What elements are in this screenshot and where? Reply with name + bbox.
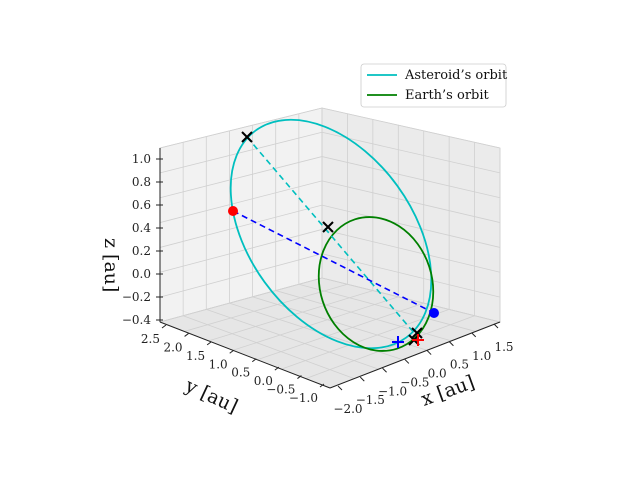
legend-label-asteroid: Asteroid’s orbit [404,68,508,83]
y-tick [274,366,280,371]
dot-marker [429,308,439,318]
x-tick-label: 1.5 [494,340,513,354]
blue-dashed-line [232,210,435,314]
z-grid-left [159,229,323,273]
y-tick-label: −1.0 [289,391,318,405]
x-tick [449,341,454,347]
x-tick-label: −2.0 [333,402,362,416]
z-grid-left [159,204,323,248]
x-grid-floor [305,315,475,379]
legend-label-earth: Earth’s orbit [405,88,490,103]
asteroid-orbit-line [229,118,433,350]
z-grid-left [159,180,323,223]
y-grid-floor [321,277,501,323]
cross-stroke [241,131,253,143]
x-tick [471,332,477,338]
asteroid-apsis-dashed-line [246,136,416,335]
z-tick-label: 0.4 [132,221,151,235]
z-grid-left [159,156,323,199]
y-tick-label: 1.5 [186,349,205,363]
earth-orbit-line [317,216,435,352]
plus-marker [392,336,404,348]
z-grid-right [321,229,501,273]
x-tick-label: −0.5 [400,375,429,389]
z-tick-label: 0.2 [132,244,151,258]
z-grid-right [321,204,501,248]
y-tick [206,341,212,346]
z-tick-label: −0.2 [122,290,151,304]
x-tick [426,350,432,355]
x-tick [337,385,343,391]
tick-labels: −0.4−0.20.00.20.40.60.81.0−1.0−0.50.00.5… [122,152,514,416]
y-tick-label: 2.0 [163,340,182,354]
x-tick-label: 0.5 [450,358,469,372]
y-tick [251,358,257,363]
y-tick [319,383,325,388]
cross-marker [322,221,334,233]
x-tick [359,376,365,382]
axes-panes [158,107,502,389]
y-tick-label: 2.5 [141,332,160,346]
cross-marker [241,131,253,143]
legend: Asteroid’s orbit Earth’s orbit [360,63,508,108]
z-tick-label: 0.0 [132,267,151,281]
z-tick-label: 1.0 [132,152,151,166]
z-grid-left [159,107,323,149]
dot-marker [228,206,238,216]
y-tick [229,349,235,354]
z-axis-label: z [au] [100,238,122,292]
y-tick-label: 1.0 [209,357,228,371]
x-grid-floor [159,277,323,323]
cross-marker [411,327,423,339]
y-grid-floor [183,315,355,379]
z-tick-label: 0.8 [132,175,151,189]
z-tick-label: 0.6 [132,198,151,212]
legend-box [360,63,507,108]
z-grid-left [159,131,323,174]
z-tick-label: −0.4 [122,313,152,327]
cross-stroke [411,327,423,339]
y-axis-label: y [au] [181,374,241,418]
y-tick-label: 0.0 [254,374,273,388]
x-grid-floor [208,290,373,342]
x-tick-label: 0.0 [428,367,447,381]
y-grid-floor [275,290,452,342]
y-tick [184,333,189,337]
y-grid-floor [206,309,379,370]
z-grid-right [321,156,501,199]
x-tick-label: −1.0 [378,384,407,398]
y-tick [161,324,167,329]
x-tick-label: 1.0 [472,349,491,363]
plus-marker [412,334,424,346]
x-tick [382,367,387,373]
z-grid-right [321,107,501,149]
cross-stroke [322,221,334,233]
plot-elements [228,118,439,352]
x-grid-floor [232,296,399,351]
y-tick-label: −0.5 [266,383,295,397]
y-grid-floor [298,283,476,332]
z-grid-right [321,180,501,223]
y-axis-line [159,321,331,389]
z-grid-left [159,253,323,298]
x-tick [404,359,410,364]
y-tick-label: 0.5 [231,366,250,380]
x-tick-label: −1.5 [356,393,385,407]
x-tick [493,323,499,329]
y-tick [297,375,302,379]
z-grid-right [321,131,501,174]
